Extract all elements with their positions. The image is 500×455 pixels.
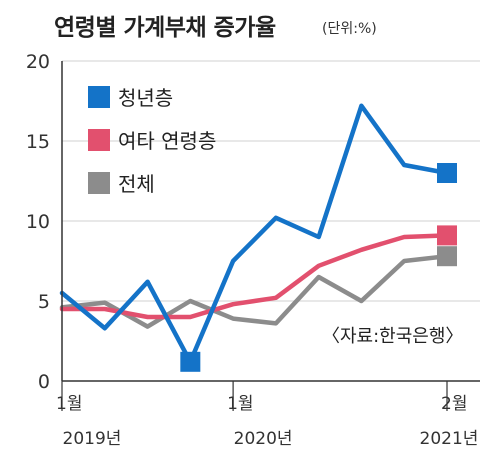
y-tick-label: 5 bbox=[38, 291, 50, 313]
y-tick-label: 15 bbox=[26, 131, 50, 153]
legend-swatch bbox=[88, 86, 110, 108]
series-end-marker bbox=[437, 225, 457, 246]
series-line-1 bbox=[59, 233, 450, 320]
legend-label: 여타 연령층 bbox=[118, 129, 216, 153]
series-min-marker bbox=[180, 351, 201, 372]
axes: 0 5 10 15 20 1월 2019년 1월 2020년 2월 2021년 bbox=[26, 51, 480, 449]
chart-title: 연령별 가계부채 증가율 bbox=[54, 15, 276, 41]
legend-label: 전체 bbox=[118, 172, 155, 196]
x-tick-year-label: 2019년 bbox=[63, 429, 122, 449]
legend-swatch bbox=[88, 129, 110, 151]
series-lines bbox=[59, 103, 457, 372]
x-tick-label: 2월 bbox=[441, 394, 467, 414]
series-line-0 bbox=[59, 103, 450, 365]
y-tick-label: 20 bbox=[26, 51, 50, 73]
x-tick-label: 1월 bbox=[56, 394, 82, 414]
series-line-2 bbox=[59, 253, 450, 329]
source-note: 〈자료:한국은행〉 bbox=[322, 326, 463, 347]
series-end-marker bbox=[437, 246, 457, 267]
x-tick-label: 1월 bbox=[227, 394, 253, 414]
series-end-marker bbox=[437, 163, 457, 183]
legend-label: 청년층 bbox=[118, 86, 173, 110]
y-tick-label: 0 bbox=[38, 371, 50, 393]
legend-swatch bbox=[88, 172, 110, 194]
unit-label: (단위:%) bbox=[322, 21, 377, 37]
y-tick-label: 10 bbox=[26, 211, 50, 233]
x-tick-year-label: 2021년 bbox=[420, 429, 479, 449]
x-tick-year-label: 2020년 bbox=[234, 429, 293, 449]
